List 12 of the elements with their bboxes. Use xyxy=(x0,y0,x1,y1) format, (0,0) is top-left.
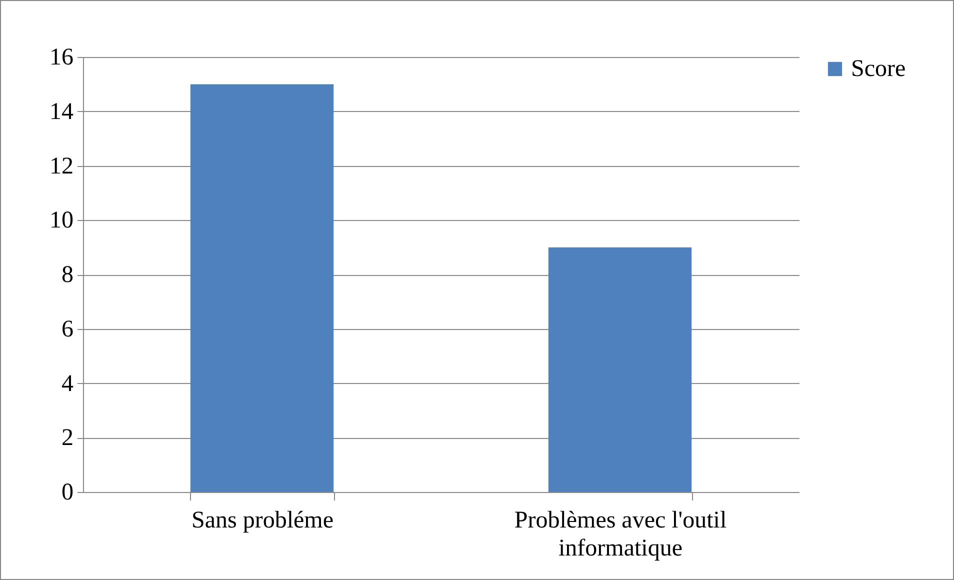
y-tick-label: 12 xyxy=(50,153,74,180)
x-tick-label: Sans probléme xyxy=(192,508,334,534)
y-tick-label: 8 xyxy=(62,262,74,288)
y-tick-label: 14 xyxy=(50,98,74,125)
y-tick-label: 10 xyxy=(50,208,74,234)
y-tick-label: 2 xyxy=(62,425,74,452)
y-tick-label: 0 xyxy=(62,480,74,506)
x-tick-label: Problèmes avec l'outil informatique xyxy=(514,508,727,562)
legend-label: Score xyxy=(851,56,906,82)
y-tick-label: 6 xyxy=(62,316,74,342)
y-tick-label: 4 xyxy=(62,370,74,397)
y-tick-label: 16 xyxy=(50,44,74,70)
